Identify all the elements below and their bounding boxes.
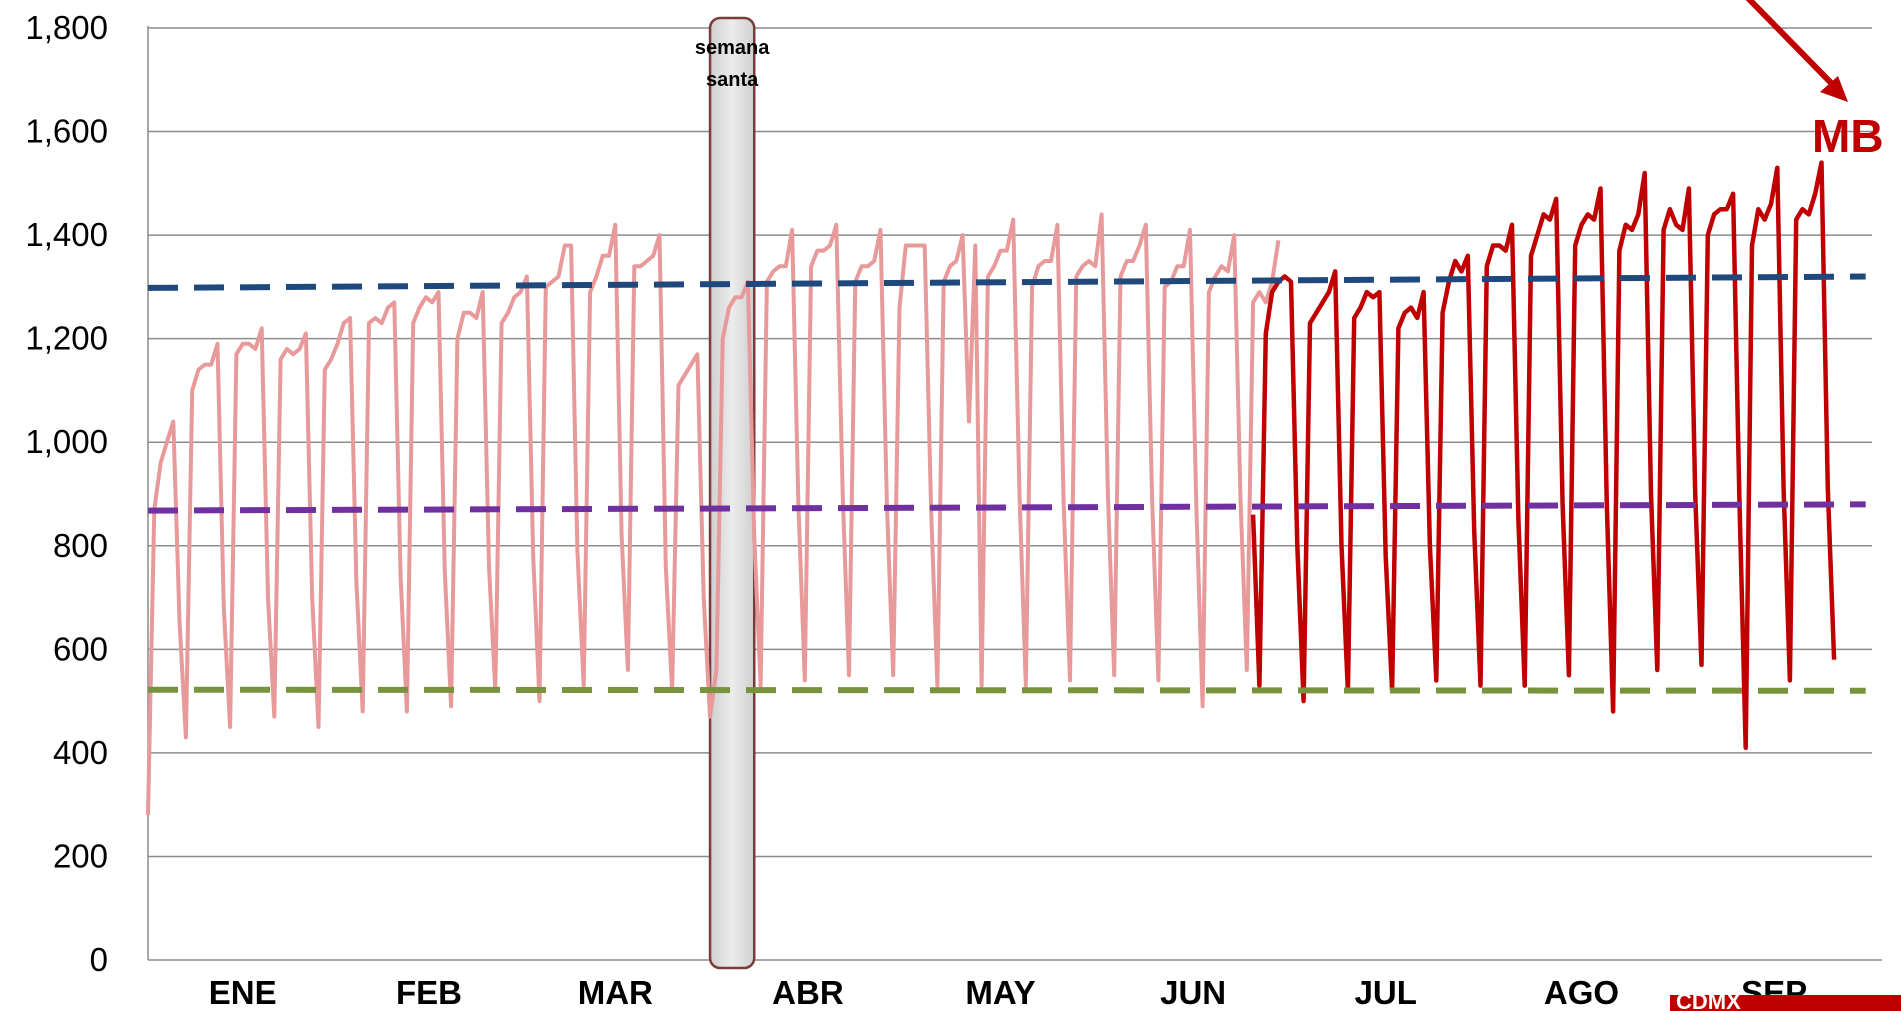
series-line-avg-weekday — [147, 273, 1866, 291]
arrow-line — [1745, 0, 1841, 93]
y-tick-label: 1,600 — [25, 113, 108, 150]
arrow-head — [1820, 76, 1848, 102]
x-tick-label: JUN — [1160, 974, 1226, 1011]
series-line-avg-sunday — [147, 686, 1866, 694]
x-tick-label: MAR — [578, 974, 653, 1011]
y-tick-label: 1,000 — [25, 423, 108, 460]
series-line-historic — [146, 212, 1281, 816]
y-tick-label: 1,800 — [25, 9, 108, 46]
decorations: semana santa MB CDMX — [695, 0, 1901, 1011]
y-tick-label: 400 — [53, 734, 108, 771]
y-tick-label: 1,200 — [25, 320, 108, 357]
metrobus-logo: MB — [1812, 110, 1884, 162]
x-tick-label: FEB — [396, 974, 462, 1011]
x-tick-label: MAY — [965, 974, 1035, 1011]
series-line-current — [1250, 160, 1837, 750]
x-tick-label: ABR — [772, 974, 844, 1011]
series-line-avg-all — [147, 501, 1866, 514]
semana-santa-band — [708, 16, 756, 970]
y-tick-label: 1,400 — [25, 216, 108, 253]
x-tick-label: JUL — [1355, 974, 1417, 1011]
series-lines — [146, 160, 1866, 816]
watermark-bar — [1670, 995, 1901, 1011]
annotation-band — [708, 16, 756, 970]
axis-labels: 0 200 400 600 800 1,000 1,200 1,400 1,600 1,800 EN… — [25, 9, 1807, 1011]
x-tick-label: AGO — [1544, 974, 1619, 1011]
y-tick-label: 800 — [53, 527, 108, 564]
annotation-label: semana — [695, 37, 770, 59]
y-tick-label: 0 — [90, 941, 108, 978]
y-tick-label: 600 — [53, 630, 108, 667]
annotation-label: santa — [706, 69, 759, 91]
watermark-text: CDMX — [1676, 989, 1741, 1011]
y-tick-label: 200 — [53, 837, 108, 874]
gridlines — [148, 27, 1872, 858]
axes — [147, 26, 1882, 961]
x-tick-label: ENE — [209, 974, 277, 1011]
